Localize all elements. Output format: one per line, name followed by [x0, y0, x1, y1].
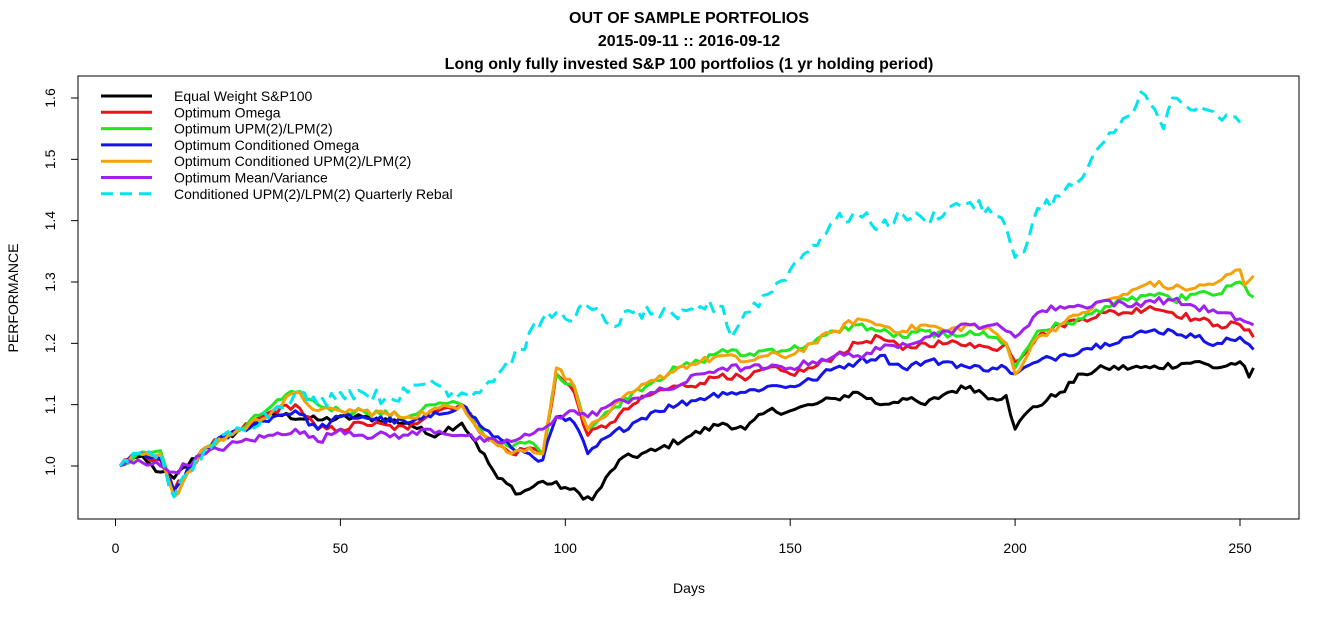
- x-tick-label: 150: [779, 540, 803, 556]
- legend-label: Equal Weight S&P100: [174, 88, 312, 104]
- legend-label: Optimum Omega: [174, 104, 281, 120]
- y-tick-label: 1.1: [42, 395, 58, 415]
- x-axis: 0 50 100 150 200 250: [112, 518, 1252, 556]
- series-line-6: [119, 296, 1255, 475]
- chart-title: OUT OF SAMPLE PORTFOLIOS: [569, 10, 809, 27]
- y-tick-label: 1.6: [42, 88, 58, 108]
- series-line-2: [118, 305, 1255, 492]
- legend-label: Optimum Mean/Variance: [174, 170, 328, 186]
- legend-label: Optimum Conditioned Omega: [174, 137, 359, 153]
- legend-label: Conditioned UPM(2)/LPM(2) Quarterly Reba…: [174, 186, 453, 202]
- chart-subtitle: 2015-09-11 :: 2016-09-12: [598, 33, 780, 50]
- legend-label: Optimum UPM(2)/LPM(2): [174, 121, 333, 137]
- legend-label: Optimum Conditioned UPM(2)/LPM(2): [174, 153, 411, 169]
- series-line-7: [118, 90, 1242, 499]
- series-line-5: [118, 268, 1255, 499]
- series-line-4: [119, 327, 1255, 492]
- y-tick-label: 1.5: [42, 149, 58, 169]
- series-lines: [118, 90, 1255, 502]
- x-axis-label: Days: [673, 580, 705, 596]
- x-tick-label: 50: [333, 540, 349, 556]
- x-tick-label: 100: [554, 540, 578, 556]
- y-tick-label: 1.4: [42, 211, 58, 231]
- chart-subtitle-2: Long only fully invested S&P 100 portfol…: [445, 56, 934, 73]
- x-tick-label: 250: [1228, 540, 1252, 556]
- y-axis: 1.0 1.1 1.2 1.3 1.4 1.5 1.6: [42, 88, 79, 476]
- y-tick-label: 1.3: [42, 272, 58, 292]
- y-axis-label: PERFORMANCE: [5, 244, 21, 353]
- y-tick-label: 1.0: [42, 456, 58, 476]
- x-tick-label: 200: [1003, 540, 1027, 556]
- y-tick-label: 1.2: [42, 333, 58, 353]
- x-tick-label: 0: [112, 540, 120, 556]
- series-line-3: [119, 280, 1255, 499]
